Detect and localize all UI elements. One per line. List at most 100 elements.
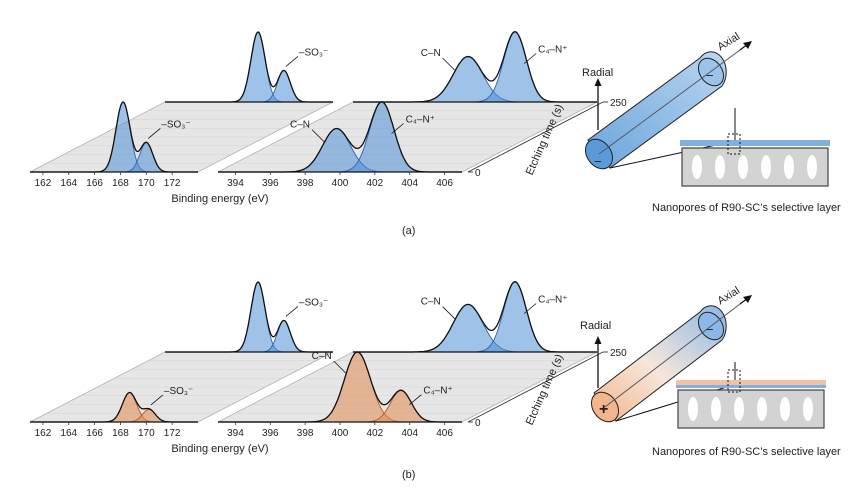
pore	[688, 397, 698, 421]
axial-arrowhead	[743, 41, 752, 49]
axial-label: Axial	[715, 285, 742, 308]
c4n-peak-label: C₄–N⁺	[406, 115, 435, 126]
selective-layer	[680, 140, 830, 146]
panel-label-b: (b)	[402, 469, 415, 481]
s-x-tick-label: 164	[60, 178, 77, 189]
c4n-peak-label: C₄–N⁺	[538, 45, 567, 56]
n-x-tick-label: 400	[332, 178, 349, 189]
pore	[715, 155, 725, 179]
depth-tick-label: 0	[475, 418, 481, 429]
selective-layer-outer	[676, 380, 826, 385]
pore-group	[692, 155, 817, 179]
x-axis-label: Binding energy (eV)	[171, 193, 268, 205]
s-x-tick-label: 162	[35, 178, 52, 189]
zoom-box	[727, 369, 741, 393]
c4n-leader-line	[523, 53, 537, 64]
n-x-tick-label: 398	[297, 178, 314, 189]
pore	[734, 397, 744, 421]
s-x-tick-label: 168	[112, 428, 129, 439]
callout-line	[609, 141, 731, 169]
charge-plus-near: +	[599, 401, 608, 418]
pore	[780, 397, 790, 421]
support-layer	[677, 389, 825, 429]
c4n-peak-label: C₄–N⁺	[423, 386, 452, 397]
pore-group	[688, 397, 813, 421]
n-x-tick-label: 396	[262, 428, 279, 439]
x-axis-label: Binding energy (eV)	[171, 443, 268, 455]
axial-label: Axial	[715, 31, 742, 54]
so3-leader-line	[285, 56, 299, 67]
so3-leader-line	[150, 394, 164, 406]
pore	[711, 397, 721, 421]
charge-minus-far: −	[706, 68, 714, 83]
pore	[784, 155, 794, 179]
radial-arrowhead	[594, 78, 602, 86]
n-x-tick-label: 402	[367, 178, 384, 189]
s-x-tick-label: 172	[164, 428, 181, 439]
cn-leader-line	[311, 129, 325, 142]
so3-leader-line	[148, 128, 161, 139]
pore	[761, 155, 771, 179]
pore	[738, 155, 748, 179]
depth-tick-label: 250	[610, 98, 627, 109]
cn-leader-line	[442, 57, 455, 71]
n-trace-250s-peak-1	[353, 56, 597, 103]
n-x-tick-label: 398	[297, 428, 314, 439]
panel-a-chart: –SO₃⁻ C–N C₄–N⁺ –SO₃⁻ C–N C₄–N⁺ 162 164 166 168 17…	[29, 31, 627, 205]
so3-peak-label: –SO₃⁻	[161, 119, 190, 130]
cn-peak-label: C–N	[312, 351, 332, 362]
pore	[757, 397, 767, 421]
s-x-tick-label: 164	[60, 428, 77, 439]
s-x-tick-label: 172	[164, 178, 181, 189]
panel-b-schematic: Radial Axial + − Nanopores of R90-SC’s s…	[580, 285, 841, 458]
n-x-tick-label: 406	[436, 428, 453, 439]
pore	[692, 155, 702, 179]
n-x-tick-label: 394	[227, 178, 244, 189]
radial-label: Radial	[580, 320, 611, 332]
so3-peak-label: –SO₃⁻	[299, 47, 328, 58]
panel-a-schematic: Radial Axial − − Nanopores of R90-SC’s s…	[582, 31, 841, 214]
so3-leader-line	[285, 306, 299, 317]
n-x-tick-label: 396	[262, 178, 279, 189]
nanopores-caption-a: Nanopores of R90-SC’s selective layer	[652, 202, 841, 214]
s-x-tick-label: 170	[138, 428, 155, 439]
pore	[803, 397, 813, 421]
cn-peak-label: C–N	[290, 120, 310, 131]
n-x-tick-label: 404	[401, 428, 418, 439]
c4n-leader-line	[523, 303, 537, 314]
charge-minus-far: −	[706, 322, 714, 337]
radial-label: Radial	[582, 67, 613, 79]
cn-leader-line	[333, 360, 346, 374]
c4n-leader-line	[391, 123, 404, 134]
n-x-tick-label: 406	[436, 178, 453, 189]
cn-peak-label: C–N	[421, 297, 441, 308]
n-trace-250s-peak-1	[353, 303, 597, 353]
n-x-tick-label: 400	[332, 428, 349, 439]
s-x-tick-label: 170	[138, 178, 155, 189]
zoom-box	[727, 133, 741, 155]
axial-arrowhead	[743, 295, 752, 303]
cylinder-body	[593, 305, 727, 422]
s-x-tick-label: 168	[112, 178, 129, 189]
depth-tick-label: 250	[610, 348, 627, 359]
nanopores-caption-b: Nanopores of R90-SC’s selective layer	[652, 446, 841, 458]
selective-layer-inner	[676, 385, 826, 388]
pore	[807, 155, 817, 179]
panel-b-chart: –SO₃⁻ C–N C₄–N⁺ –SO₃⁻ C–N C₄–N⁺ 162 164 166 168 17…	[29, 281, 627, 455]
s-x-tick-label: 162	[35, 428, 52, 439]
cn-leader-line	[442, 306, 455, 319]
c4n-leader-line	[409, 394, 422, 405]
cylinder-body	[587, 51, 727, 169]
depth-tick-label: 0	[475, 168, 481, 179]
radial-arrowhead	[594, 336, 602, 344]
s-x-tick-label: 166	[86, 178, 103, 189]
n-x-tick-label: 402	[367, 428, 384, 439]
s-x-tick-label: 166	[86, 428, 103, 439]
so3-peak-label: –SO₃⁻	[299, 297, 328, 308]
axial-axis-line	[598, 49, 741, 155]
cn-peak-label: C–N	[421, 48, 441, 59]
panel-label-a: (a)	[402, 225, 415, 237]
depth-axis	[467, 101, 604, 173]
support-layer	[681, 147, 829, 187]
